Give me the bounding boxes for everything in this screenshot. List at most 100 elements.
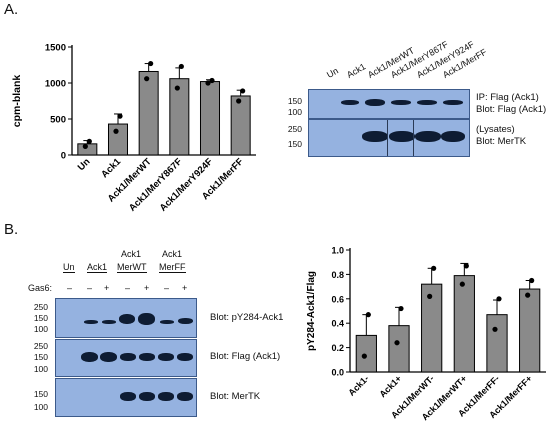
blot-band <box>138 313 155 325</box>
blot-band <box>160 320 174 324</box>
x-tick-label: Ack1/MerY867F <box>127 156 185 214</box>
blot-band <box>177 353 193 361</box>
data-point <box>117 113 123 119</box>
blot-mertk <box>55 378 197 417</box>
y-axis-label: pY284-Ack1/Flag <box>306 271 317 351</box>
data-point <box>529 277 535 284</box>
data-point <box>496 296 502 302</box>
group-label: Ack1 <box>121 249 142 259</box>
blot-band <box>365 99 385 106</box>
data-point <box>178 63 184 70</box>
data-point <box>240 88 246 94</box>
blot-band <box>362 131 388 142</box>
gas6-label: Gas6: <box>28 283 53 293</box>
y-tick-label: 1000 <box>45 79 66 90</box>
blot-band <box>100 352 117 362</box>
gas6-sign: – <box>87 283 93 293</box>
blot-lysate-mertk <box>308 119 470 157</box>
y-tick-label: 0.0 <box>331 368 344 378</box>
data-point <box>361 353 367 359</box>
lane-label: Un <box>325 65 340 80</box>
panel-a-label: A. <box>4 1 19 18</box>
blot-band <box>178 318 193 324</box>
data-point <box>144 76 150 82</box>
blot-band <box>415 131 441 142</box>
data-point <box>365 312 371 318</box>
x-tick-label: Ack1/MerY924F <box>158 156 216 214</box>
blot-py284 <box>55 298 197 338</box>
bar <box>421 283 443 373</box>
blot-band <box>119 314 135 324</box>
blot-band <box>389 131 415 142</box>
mw-marker: 100 <box>33 402 48 412</box>
bar <box>138 70 159 156</box>
data-point <box>82 143 88 149</box>
blot-band <box>341 100 359 105</box>
lane-divider <box>413 120 414 156</box>
bar <box>453 275 475 373</box>
data-point <box>398 305 404 312</box>
gas6-sign: – <box>125 283 131 293</box>
panel-b-label: B. <box>4 221 19 238</box>
blot-band <box>417 100 437 105</box>
group-label: Ack1 <box>87 262 108 273</box>
data-point <box>492 326 498 332</box>
mw-marker: 150 <box>33 313 48 323</box>
blot-band <box>81 352 98 362</box>
blot-label: Blot: MerTK <box>210 391 261 402</box>
data-point <box>463 263 469 269</box>
blot-label: Blot: pY284-Ack1 <box>210 312 284 323</box>
bar <box>355 334 377 373</box>
mw-marker: 250 <box>33 302 48 312</box>
y-tick-label: 0.8 <box>331 270 344 280</box>
mw-marker: 250 <box>33 341 48 351</box>
x-tick-label: Un <box>76 156 93 173</box>
lane-divider <box>387 120 388 156</box>
blot-ip-flag <box>308 89 470 119</box>
bar <box>519 288 541 373</box>
bar <box>199 81 221 156</box>
bar <box>230 95 251 156</box>
mw-marker: 100 <box>33 324 48 334</box>
blot-band <box>84 320 98 324</box>
y-axis-label: cpm-blank <box>11 75 23 128</box>
data-point <box>209 77 215 84</box>
blot-label: Blot: Flag (Ack1) <box>476 104 547 115</box>
data-point <box>236 98 242 104</box>
y-tick-label: 1.0 <box>331 246 344 256</box>
blot-label: Blot: Flag (Ack1) <box>210 351 281 362</box>
data-point <box>431 265 437 271</box>
mw-marker: 100 <box>33 364 48 374</box>
bar <box>169 78 190 156</box>
y-tick-label: 0.2 <box>331 343 344 353</box>
gas6-sign: + <box>182 283 188 293</box>
mw-marker: 100 <box>287 107 302 117</box>
data-point <box>113 128 119 134</box>
gas6-sign: + <box>104 283 110 293</box>
data-point <box>205 80 211 86</box>
bar <box>388 325 410 373</box>
blot-band <box>158 392 174 401</box>
data-point <box>148 60 154 67</box>
bar <box>107 123 129 156</box>
bar-chart-py284-flag: 0.0 0.2 0.4 0.6 0.8 1.0 pY284-Ack1/Flag Ack1- Ac… <box>306 246 546 422</box>
group-label: Un <box>63 262 75 273</box>
gas6-sign: – <box>164 283 170 293</box>
group-label: MerWT <box>117 262 147 273</box>
data-point <box>427 293 433 299</box>
data-point <box>525 292 531 298</box>
group-label: MerFF <box>159 262 186 273</box>
blot-band <box>441 131 465 142</box>
y-tick-label: 0.4 <box>331 319 344 329</box>
gas6-sign: – <box>67 283 73 293</box>
x-tick-label: Ack1- <box>346 373 370 397</box>
blot-band <box>139 392 155 401</box>
blot-flag <box>55 339 197 377</box>
blot-band <box>120 392 136 401</box>
mw-marker: 150 <box>287 139 302 149</box>
x-tick-label: Ack1+ <box>377 373 403 399</box>
blot-label: Blot: MerTK <box>476 136 527 147</box>
mw-marker: 150 <box>33 352 48 362</box>
blot-band <box>120 353 136 361</box>
